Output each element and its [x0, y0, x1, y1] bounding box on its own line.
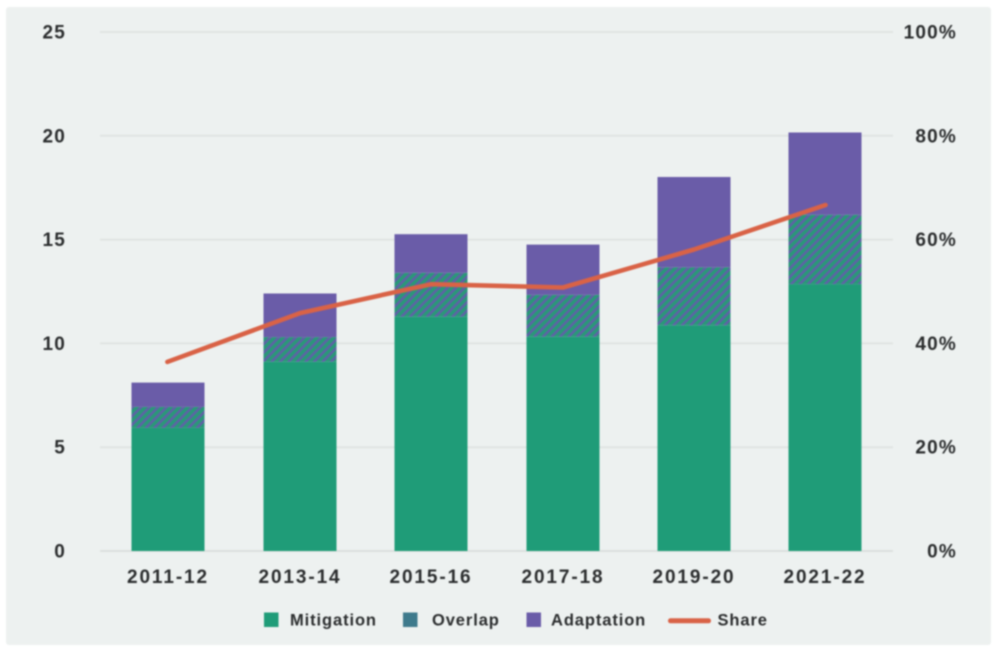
svg-text:0: 0: [54, 542, 66, 563]
svg-text:Adaptation: Adaptation: [551, 612, 646, 630]
svg-text:2015-16: 2015-16: [389, 567, 472, 588]
svg-text:2021-22: 2021-22: [783, 567, 866, 588]
svg-text:Share: Share: [718, 612, 768, 630]
svg-text:60%: 60%: [915, 230, 957, 251]
svg-text:0%: 0%: [927, 542, 957, 563]
svg-text:10: 10: [42, 334, 66, 355]
svg-text:15: 15: [42, 230, 66, 251]
svg-text:2017-18: 2017-18: [521, 567, 604, 588]
svg-text:2011-12: 2011-12: [127, 567, 209, 588]
svg-text:20%: 20%: [915, 438, 957, 459]
svg-text:5: 5: [54, 438, 66, 459]
svg-text:20: 20: [42, 126, 66, 147]
svg-text:2019-20: 2019-20: [652, 567, 735, 588]
svg-text:25: 25: [42, 23, 66, 44]
svg-text:100%: 100%: [904, 23, 957, 44]
svg-text:Mitigation: Mitigation: [290, 612, 377, 630]
svg-text:80%: 80%: [915, 126, 957, 147]
svg-text:40%: 40%: [915, 334, 957, 355]
svg-text:Overlap: Overlap: [432, 612, 500, 630]
svg-text:2013-14: 2013-14: [258, 567, 341, 588]
